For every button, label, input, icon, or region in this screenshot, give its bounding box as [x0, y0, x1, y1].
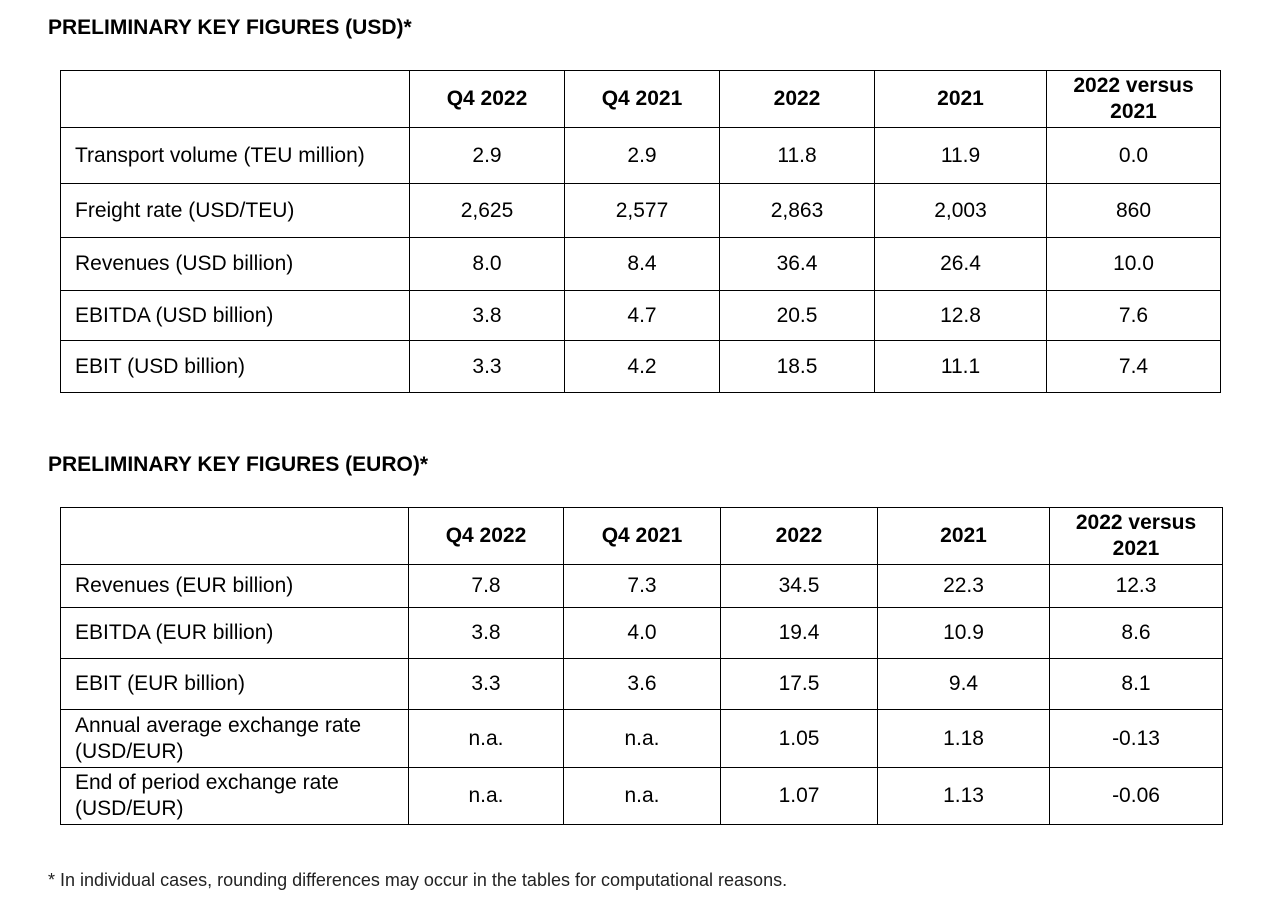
value-cell: 19.4 [720, 607, 878, 659]
row-label: EBIT (USD billion) [60, 340, 410, 393]
value-cell: 1.13 [877, 767, 1050, 825]
value-cell: -0.13 [1049, 709, 1223, 768]
usd-section-title: PRELIMINARY KEY FIGURES (USD)* [48, 16, 412, 39]
value-cell: 8.1 [1049, 658, 1223, 710]
value-cell: 2,577 [564, 183, 720, 238]
value-cell: n.a. [563, 767, 721, 825]
header-cell-2022: 2022 [720, 507, 878, 565]
row-label: End of period exchange rate (USD/EUR) [60, 767, 409, 825]
value-cell: 10.9 [877, 607, 1050, 659]
value-cell: 12.3 [1049, 564, 1223, 608]
header-cell-q4-2021: Q4 2021 [564, 70, 720, 128]
value-cell: 7.3 [563, 564, 721, 608]
value-cell: 34.5 [720, 564, 878, 608]
value-cell: 12.8 [874, 290, 1047, 341]
header-cell-q4-2021: Q4 2021 [563, 507, 721, 565]
row-label: Revenues (EUR billion) [60, 564, 409, 608]
row-label: EBITDA (EUR billion) [60, 607, 409, 659]
table-header-row: Q4 2022 Q4 2021 2022 2021 2022 versus 20… [60, 70, 1221, 128]
value-cell: 1.07 [720, 767, 878, 825]
value-cell: 3.3 [408, 658, 564, 710]
value-cell: 3.6 [563, 658, 721, 710]
value-cell: 11.1 [874, 340, 1047, 393]
value-cell: 0.0 [1046, 127, 1221, 184]
value-cell: 4.0 [563, 607, 721, 659]
header-cell-2021: 2021 [877, 507, 1050, 565]
eur-section-title: PRELIMINARY KEY FIGURES (EURO)* [48, 453, 428, 476]
value-cell: 8.6 [1049, 607, 1223, 659]
table-row: Revenues (EUR billion) 7.8 7.3 34.5 22.3… [60, 564, 1223, 608]
header-cell-change: 2022 versus 2021 [1046, 70, 1221, 128]
value-cell: n.a. [563, 709, 721, 768]
usd-key-figures-table: Q4 2022 Q4 2021 2022 2021 2022 versus 20… [60, 70, 1221, 393]
value-cell: 3.8 [409, 290, 565, 341]
value-cell: 2,863 [719, 183, 875, 238]
row-label: EBITDA (USD billion) [60, 290, 410, 341]
value-cell: 17.5 [720, 658, 878, 710]
value-cell: 3.8 [408, 607, 564, 659]
table-row: Freight rate (USD/TEU) 2,625 2,577 2,863… [60, 183, 1221, 238]
table-row: EBIT (USD billion) 3.3 4.2 18.5 11.1 7.4 [60, 340, 1221, 393]
table-row: Transport volume (TEU million) 2.9 2.9 1… [60, 127, 1221, 184]
header-cell-q4-2022: Q4 2022 [408, 507, 564, 565]
value-cell: 36.4 [719, 237, 875, 291]
footnote: * In individual cases, rounding differen… [48, 870, 788, 890]
value-cell: 9.4 [877, 658, 1050, 710]
value-cell: 2,625 [409, 183, 565, 238]
value-cell: 11.8 [719, 127, 875, 184]
eur-key-figures-table: Q4 2022 Q4 2021 2022 2021 2022 versus 20… [60, 507, 1223, 825]
value-cell: 4.2 [564, 340, 720, 393]
value-cell: 8.0 [409, 237, 565, 291]
value-cell: n.a. [408, 767, 564, 825]
value-cell: 1.18 [877, 709, 1050, 768]
table-row: EBITDA (USD billion) 3.8 4.7 20.5 12.8 7… [60, 290, 1221, 341]
row-label: Annual average exchange rate (USD/EUR) [60, 709, 409, 768]
value-cell: 7.4 [1046, 340, 1221, 393]
row-label: Revenues (USD billion) [60, 237, 410, 291]
header-cell-change: 2022 versus 2021 [1049, 507, 1223, 565]
table-header-row: Q4 2022 Q4 2021 2022 2021 2022 versus 20… [60, 507, 1223, 565]
value-cell: 2.9 [564, 127, 720, 184]
value-cell: 18.5 [719, 340, 875, 393]
value-cell: 7.6 [1046, 290, 1221, 341]
value-cell: 4.7 [564, 290, 720, 341]
value-cell: 10.0 [1046, 237, 1221, 291]
value-cell: 7.8 [408, 564, 564, 608]
value-cell: -0.06 [1049, 767, 1223, 825]
header-cell-empty [60, 70, 410, 128]
row-label: EBIT (EUR billion) [60, 658, 409, 710]
header-cell-empty [60, 507, 409, 565]
value-cell: n.a. [408, 709, 564, 768]
table-row: Annual average exchange rate (USD/EUR) n… [60, 709, 1223, 768]
value-cell: 860 [1046, 183, 1221, 238]
header-cell-2021: 2021 [874, 70, 1047, 128]
row-label: Freight rate (USD/TEU) [60, 183, 410, 238]
value-cell: 2,003 [874, 183, 1047, 238]
value-cell: 22.3 [877, 564, 1050, 608]
value-cell: 1.05 [720, 709, 878, 768]
value-cell: 2.9 [409, 127, 565, 184]
row-label: Transport volume (TEU million) [60, 127, 410, 184]
value-cell: 26.4 [874, 237, 1047, 291]
value-cell: 3.3 [409, 340, 565, 393]
header-cell-2022: 2022 [719, 70, 875, 128]
value-cell: 11.9 [874, 127, 1047, 184]
table-row: EBIT (EUR billion) 3.3 3.6 17.5 9.4 8.1 [60, 658, 1223, 710]
table-row: EBITDA (EUR billion) 3.8 4.0 19.4 10.9 8… [60, 607, 1223, 659]
table-row: End of period exchange rate (USD/EUR) n.… [60, 767, 1223, 825]
value-cell: 20.5 [719, 290, 875, 341]
value-cell: 8.4 [564, 237, 720, 291]
table-row: Revenues (USD billion) 8.0 8.4 36.4 26.4… [60, 237, 1221, 291]
header-cell-q4-2022: Q4 2022 [409, 70, 565, 128]
